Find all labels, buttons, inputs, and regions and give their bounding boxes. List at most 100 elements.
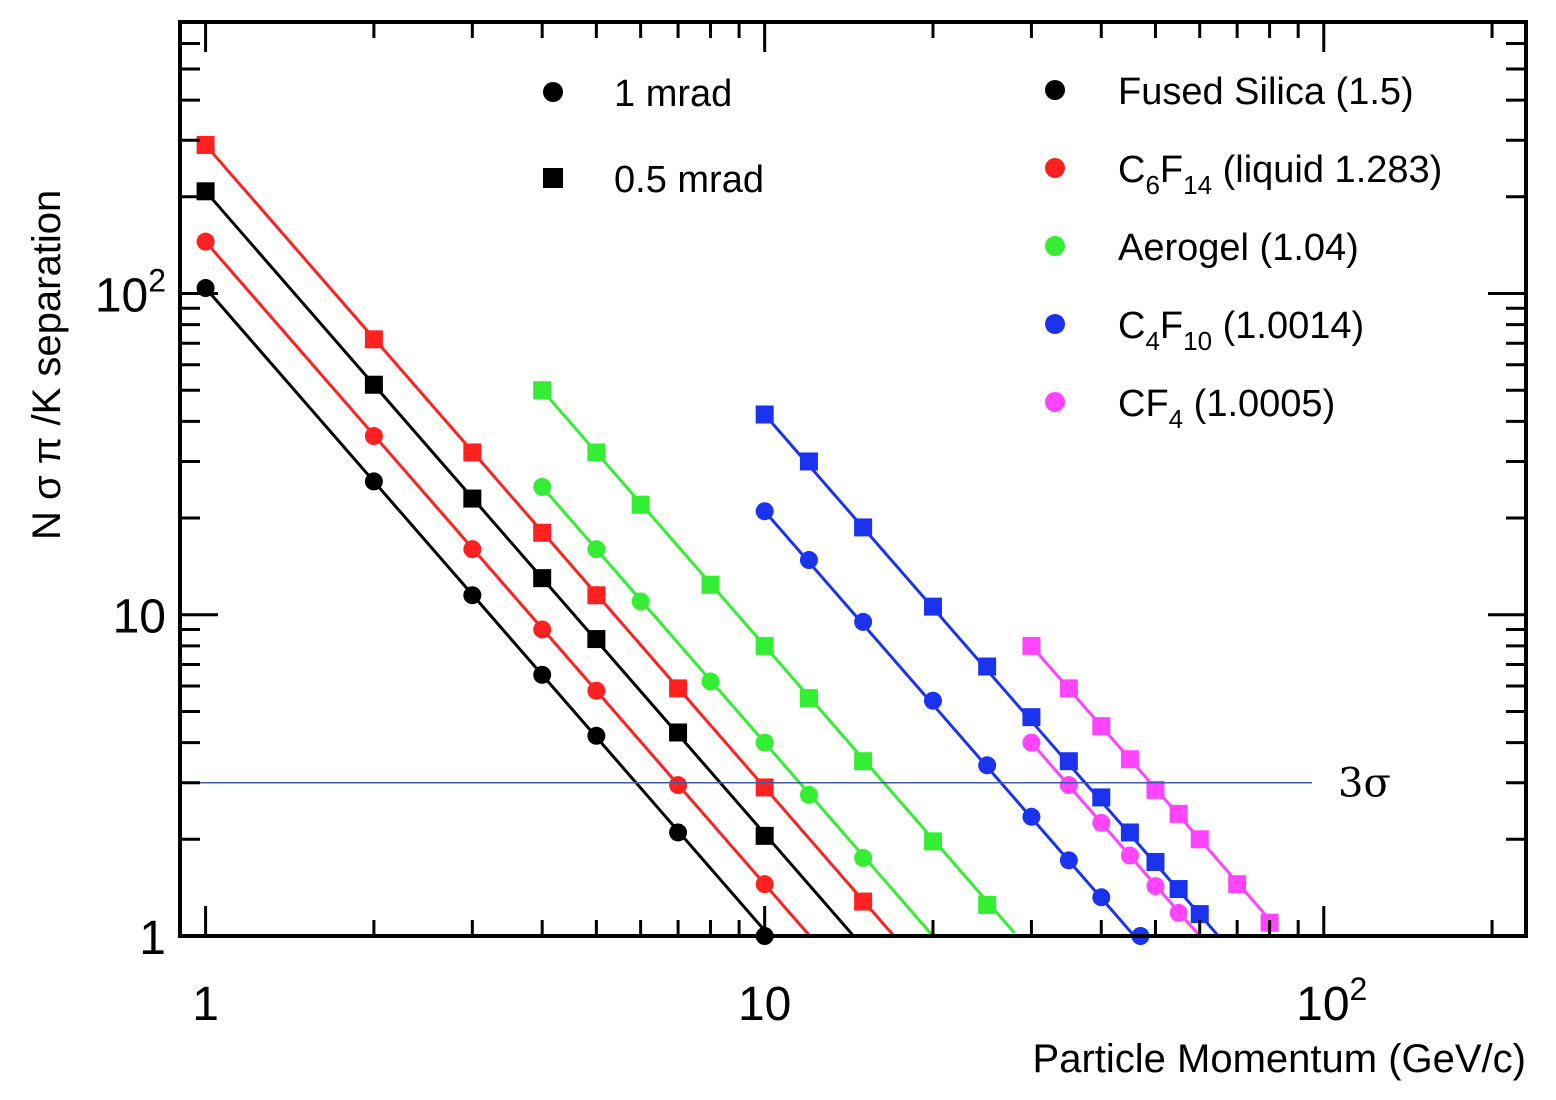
data-point (463, 540, 482, 559)
series-line (204, 287, 766, 932)
data-point (923, 597, 942, 616)
data-point (587, 630, 606, 649)
legend-label: Fused Silica (1.5) (1118, 71, 1414, 113)
data-point (1022, 636, 1041, 655)
data-point (669, 776, 688, 795)
data-point (755, 733, 774, 752)
data-point (1022, 708, 1041, 727)
data-point (533, 381, 552, 400)
data-point (1190, 830, 1209, 849)
y-tick-label: 10 (113, 591, 166, 644)
data-point (854, 612, 873, 631)
data-point (533, 569, 552, 588)
data-point (1146, 852, 1165, 871)
data-point (854, 892, 873, 911)
series-line (204, 190, 855, 937)
data-point (587, 681, 606, 700)
data-point (1169, 903, 1188, 922)
data-point (1190, 905, 1209, 924)
data-point (799, 689, 818, 708)
data-point (701, 672, 720, 691)
data-point (669, 823, 688, 842)
data-point (463, 443, 482, 462)
data-point (587, 443, 606, 462)
series-line (763, 413, 1221, 938)
y-tick-label: 102 (95, 262, 166, 322)
tick-labels: 1 10 102 1 10 102 (95, 262, 1368, 1031)
data-point (755, 875, 774, 894)
legend-label: C4F10 (1.0014) (1118, 305, 1364, 356)
y-tick-label: 1 (139, 912, 166, 965)
data-point (533, 477, 552, 496)
plot-frame (178, 20, 1528, 938)
x-tick-label: 1 (192, 978, 219, 1031)
series-3 (196, 135, 895, 937)
data-point (755, 502, 774, 521)
data-point (669, 679, 688, 698)
data-point (799, 785, 818, 804)
data-point (854, 518, 873, 537)
data-point (631, 495, 650, 514)
series-4 (533, 477, 935, 937)
data-point (1092, 717, 1111, 736)
x-tick-label: 102 (1296, 971, 1367, 1031)
data-point (1169, 880, 1188, 899)
reference-line-group: 3σ (180, 761, 1391, 807)
series-1 (196, 182, 855, 937)
series-8 (1022, 733, 1201, 937)
legend-color-swatch (1045, 158, 1065, 178)
data-point (587, 540, 606, 559)
data-point (1120, 846, 1139, 865)
series-7 (755, 405, 1221, 938)
data-point (701, 575, 720, 594)
data-point (755, 778, 774, 797)
legend-label: 0.5 mrad (614, 159, 764, 201)
series-layer (196, 135, 1279, 945)
data-point (1092, 788, 1111, 807)
data-point (1092, 888, 1111, 907)
data-point (923, 832, 942, 851)
data-point (1169, 804, 1188, 823)
legend-label: CF4 (1.0005) (1118, 383, 1335, 434)
data-point (755, 636, 774, 655)
data-point (978, 657, 997, 676)
data-point (463, 489, 482, 508)
series-2 (196, 232, 811, 937)
data-point (196, 232, 215, 251)
data-point (1059, 851, 1078, 870)
data-point (533, 523, 552, 542)
data-point (978, 756, 997, 775)
legend-color-swatch (1045, 80, 1065, 100)
data-point (755, 405, 774, 424)
legend-square-marker (543, 168, 563, 188)
legend-label: Aerogel (1.04) (1118, 227, 1359, 269)
data-point (364, 375, 383, 394)
data-point (631, 592, 650, 611)
reference-line-label: 3σ (1338, 761, 1391, 807)
x-axis-title: Particle Momentum (GeV/c) (1033, 1037, 1526, 1081)
data-point (1228, 875, 1247, 894)
data-point (533, 665, 552, 684)
series-line (763, 510, 1142, 945)
data-point (669, 723, 688, 742)
data-point (799, 452, 818, 471)
data-point (196, 182, 215, 201)
series-5 (533, 381, 1016, 935)
legend-label: 1 mrad (614, 73, 732, 115)
data-point (364, 472, 383, 491)
legend-color-swatch (1045, 392, 1065, 412)
y-axis-title: N σ π /K separation (25, 190, 69, 540)
data-point (1022, 807, 1041, 826)
data-point (1059, 752, 1078, 771)
legend-color-swatch (1045, 236, 1065, 256)
data-point (1092, 813, 1111, 832)
data-point (1022, 733, 1041, 752)
data-point (755, 826, 774, 845)
data-point (1146, 877, 1165, 896)
data-point (978, 895, 997, 914)
series-line (204, 240, 811, 937)
series-6 (755, 502, 1150, 945)
data-point (587, 726, 606, 745)
data-point (587, 586, 606, 605)
